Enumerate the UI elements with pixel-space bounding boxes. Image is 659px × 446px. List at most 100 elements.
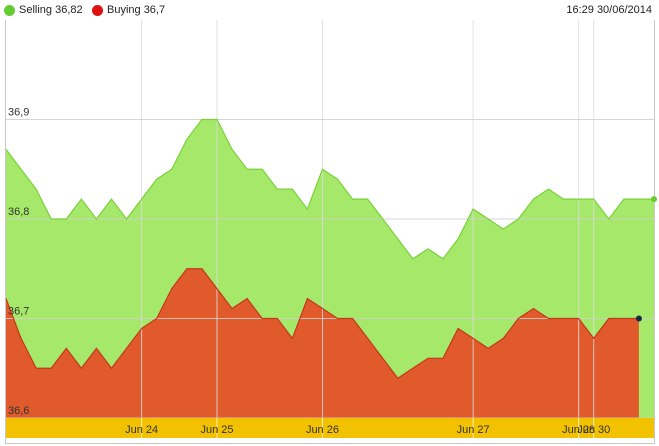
buying-point[interactable] xyxy=(275,317,279,321)
buying-point[interactable] xyxy=(456,326,460,330)
selling-point[interactable] xyxy=(230,147,234,151)
buying-point[interactable] xyxy=(155,317,159,321)
selling-point[interactable] xyxy=(215,118,219,122)
selling-point[interactable] xyxy=(49,217,53,221)
selling-point[interactable] xyxy=(426,247,430,251)
selling-point[interactable] xyxy=(140,197,144,201)
buying-point[interactable] xyxy=(94,346,98,350)
buying-point[interactable] xyxy=(426,356,430,360)
selling-point[interactable] xyxy=(34,187,38,191)
selling-point[interactable] xyxy=(531,197,535,201)
x-axis-band xyxy=(6,418,654,438)
selling-point[interactable] xyxy=(200,118,204,122)
selling-point[interactable] xyxy=(622,197,626,201)
buying-point[interactable] xyxy=(260,317,264,321)
selling-point[interactable] xyxy=(456,237,460,241)
buying-point[interactable] xyxy=(125,346,129,350)
selling-point[interactable] xyxy=(320,167,324,171)
buying-point[interactable] xyxy=(577,317,581,321)
selling-point[interactable] xyxy=(607,217,611,221)
selling-point[interactable] xyxy=(381,217,385,221)
buying-point[interactable] xyxy=(562,317,566,321)
selling-point[interactable] xyxy=(366,197,370,201)
selling-point[interactable] xyxy=(155,177,159,181)
buying-point[interactable] xyxy=(79,366,83,370)
buying-point[interactable] xyxy=(140,326,144,330)
buying-point[interactable] xyxy=(185,267,189,271)
y-tick-label: 36,8 xyxy=(8,206,29,218)
buying-point[interactable] xyxy=(396,376,400,380)
selling-point[interactable] xyxy=(396,237,400,241)
buying-point[interactable] xyxy=(200,267,204,271)
buying-point[interactable] xyxy=(516,317,520,321)
selling-point[interactable] xyxy=(275,187,279,191)
y-tick-label: 36,9 xyxy=(8,107,29,119)
buying-point[interactable] xyxy=(486,346,490,350)
timestamp: 16:29 30/06/2014 xyxy=(566,4,652,16)
selling-point[interactable] xyxy=(19,167,23,171)
x-tick-label: Jun 26 xyxy=(306,424,339,436)
selling-point[interactable] xyxy=(64,217,68,221)
selling-point[interactable] xyxy=(592,197,596,201)
legend-item-buying[interactable]: Buying 36,7 xyxy=(92,3,165,17)
x-tick-label: Jun 28 xyxy=(562,424,595,436)
buying-point[interactable] xyxy=(4,297,8,301)
buying-point[interactable] xyxy=(366,336,370,340)
selling-point[interactable] xyxy=(501,227,505,231)
buying-point[interactable] xyxy=(411,366,415,370)
selling-point[interactable] xyxy=(351,197,355,201)
selling-point[interactable] xyxy=(336,177,340,181)
buying-point[interactable] xyxy=(290,336,294,340)
buying-point[interactable] xyxy=(64,346,68,350)
selling-point[interactable] xyxy=(185,137,189,141)
buying-point[interactable] xyxy=(501,336,505,340)
buying-point[interactable] xyxy=(109,366,113,370)
buying-point[interactable] xyxy=(531,307,535,311)
selling-point[interactable] xyxy=(260,167,264,171)
legend-item-selling[interactable]: Selling 36,82 xyxy=(4,3,83,17)
legend-label-buying: Buying 36,7 xyxy=(107,4,166,16)
buying-point[interactable] xyxy=(622,317,626,321)
selling-point[interactable] xyxy=(577,197,581,201)
selling-point[interactable] xyxy=(411,257,415,261)
selling-point[interactable] xyxy=(125,217,129,221)
buying-point[interactable] xyxy=(245,297,249,301)
buying-point[interactable] xyxy=(381,356,385,360)
selling-point[interactable] xyxy=(441,257,445,261)
selling-point[interactable] xyxy=(4,147,8,151)
selling-point[interactable] xyxy=(79,197,83,201)
buying-point[interactable] xyxy=(170,287,174,291)
selling-point[interactable] xyxy=(471,207,475,211)
legend-dot-selling xyxy=(4,4,15,16)
selling-point[interactable] xyxy=(547,187,551,191)
selling-point[interactable] xyxy=(109,197,113,201)
buying-point[interactable] xyxy=(441,356,445,360)
selling-point[interactable] xyxy=(170,167,174,171)
selling-point[interactable] xyxy=(637,197,641,201)
selling-point[interactable] xyxy=(245,167,249,171)
buying-point[interactable] xyxy=(471,336,475,340)
selling-point[interactable] xyxy=(305,207,309,211)
buying-point[interactable] xyxy=(34,366,38,370)
buying-point[interactable] xyxy=(547,317,551,321)
buying-point[interactable] xyxy=(215,287,219,291)
buying-point[interactable] xyxy=(351,317,355,321)
buying-point[interactable] xyxy=(230,307,234,311)
legend-bar: Selling 36,82 Buying 36,7 16:29 30/06/20… xyxy=(0,0,659,20)
buying-point[interactable] xyxy=(592,336,596,340)
selling-point[interactable] xyxy=(562,197,566,201)
selling-point[interactable] xyxy=(486,217,490,221)
buying-point[interactable] xyxy=(607,317,611,321)
selling-point[interactable] xyxy=(94,217,98,221)
selling-line xyxy=(5,118,654,260)
buying-point[interactable] xyxy=(336,317,340,321)
buying-point[interactable] xyxy=(49,366,53,370)
buying-point[interactable] xyxy=(19,336,23,340)
selling-point[interactable] xyxy=(516,217,520,221)
buying-point[interactable] xyxy=(320,307,324,311)
buying-point[interactable] xyxy=(305,297,309,301)
selling-point[interactable] xyxy=(290,187,294,191)
x-tick-label: Jun 24 xyxy=(125,424,158,436)
y-tick-label: 36,6 xyxy=(8,405,29,417)
